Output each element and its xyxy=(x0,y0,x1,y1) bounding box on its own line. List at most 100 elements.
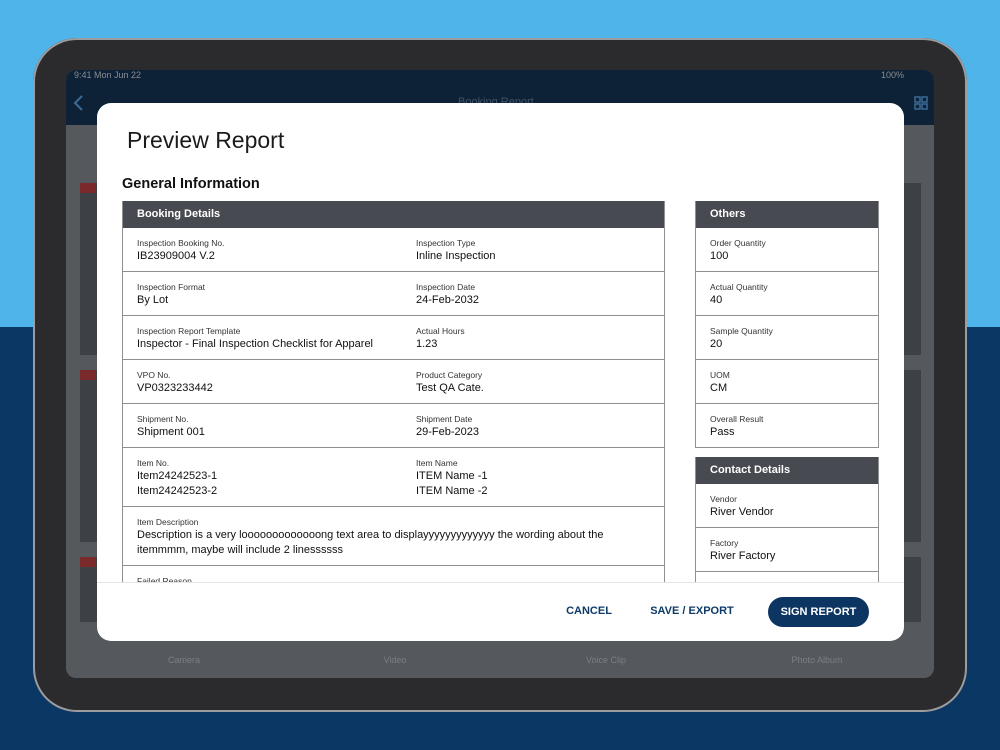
field-label: Product Category xyxy=(416,370,483,380)
detail-cell: Inspection Date 24-Feb-2032 xyxy=(416,272,681,308)
field-value: 20 xyxy=(710,338,723,350)
section-title: General Information xyxy=(122,176,260,192)
tab-label: Camera xyxy=(167,655,200,665)
field-value: 29-Feb-2023 xyxy=(416,426,479,438)
booking-details-panel: Booking Details Inspection Booking No. IB2… xyxy=(122,201,665,582)
detail-cell: Item No. Item24242523-1 Item24242523-2 xyxy=(137,448,402,499)
badge xyxy=(80,183,96,193)
field-label: Actual Quantity xyxy=(710,282,768,292)
status-battery: 100% xyxy=(881,70,905,80)
cancel-button[interactable]: CANCEL xyxy=(566,605,612,617)
detail-row xyxy=(696,572,878,582)
field-label: Shipment No. xyxy=(137,414,189,424)
detail-cell: Item Description Description is a very lo… xyxy=(137,507,649,558)
field-value: 100 xyxy=(710,250,729,262)
field-label: Failed Reason xyxy=(137,576,192,582)
scroll-area: Booking Details Inspection Booking No. IB2… xyxy=(122,201,882,582)
detail-cell: Item Name ITEM Name -1 ITEM Name -2 xyxy=(416,448,681,499)
tab-bar: Camera Video Voice Clip Photo Album xyxy=(66,640,934,678)
detail-cell: Inspection Format By Lot xyxy=(137,272,402,308)
detail-cell: Vendor River Vendor xyxy=(710,484,870,520)
detail-cell: Factory River Factory xyxy=(710,528,870,564)
field-value: River Factory xyxy=(710,550,776,562)
detail-cell: Inspection Type Inline Inspection xyxy=(416,228,681,264)
field-label: Item No. xyxy=(137,458,170,468)
detail-row: Item No. Item24242523-1 Item24242523-2 Item… xyxy=(123,448,664,507)
detail-row: Actual Quantity 40 xyxy=(696,272,878,316)
modal-title: Preview Report xyxy=(127,127,285,153)
field-label: Factory xyxy=(710,538,739,548)
preview-modal: Preview Report General Information Booki… xyxy=(97,103,904,641)
tab-label: Voice Clip xyxy=(585,655,627,665)
field-label: Item Description xyxy=(137,517,199,527)
detail-row: Failed Reason xyxy=(123,566,664,582)
panel-header: Contact Details xyxy=(696,457,878,484)
field-value: Inspector - Final Inspection Checklist f… xyxy=(137,338,374,350)
badge xyxy=(80,370,96,380)
footer-divider xyxy=(97,582,904,583)
detail-cell: Order Quantity 100 xyxy=(710,228,870,264)
detail-row: Shipment No. Shipment 001 Shipment Date 29-… xyxy=(123,404,664,448)
field-value: Pass xyxy=(710,426,735,438)
tab-label: Video xyxy=(383,655,407,665)
detail-row: Vendor River Vendor xyxy=(696,484,878,528)
field-value: ITEM Name -1 xyxy=(416,470,488,482)
field-value: CM xyxy=(710,382,728,394)
field-label: Item Name xyxy=(416,458,458,468)
field-value: Description is a very looooooooooooong t… xyxy=(137,529,604,556)
field-label: Inspection Type xyxy=(416,238,476,248)
badge xyxy=(80,557,96,567)
save-export-button[interactable]: SAVE / EXPORT xyxy=(650,605,734,617)
field-label: Vendor xyxy=(710,494,737,504)
detail-row: Sample Quantity 20 xyxy=(696,316,878,360)
detail-cell xyxy=(710,572,870,582)
detail-cell: Actual Hours 1.23 xyxy=(416,316,681,352)
detail-cell: UOM CM xyxy=(710,360,870,396)
others-panel: Others Order Quantity 100 Actual Quantity 40… xyxy=(695,201,879,448)
detail-row: UOM CM xyxy=(696,360,878,404)
status-time: 9:41 Mon Jun 22 xyxy=(74,70,142,80)
panel-header: Booking Details xyxy=(123,201,664,228)
field-label: Inspection Date xyxy=(416,282,476,292)
grid-icon xyxy=(914,96,928,110)
field-label: Inspection Report Template xyxy=(137,326,241,336)
sign-report-button[interactable]: SIGN REPORT xyxy=(768,597,869,627)
field-value: 40 xyxy=(710,294,723,306)
field-label: Inspection Booking No. xyxy=(137,238,225,248)
detail-row: Item Description Description is a very lo… xyxy=(123,507,664,566)
field-label: Inspection Format xyxy=(137,282,206,292)
field-value: 1.23 xyxy=(416,338,438,350)
field-value: VP0323233442 xyxy=(137,382,213,394)
field-label: VPO No. xyxy=(137,370,171,380)
panel-header: Others xyxy=(696,201,878,228)
detail-cell: Inspection Report Template Inspector - Fi… xyxy=(137,316,402,352)
detail-cell: Inspection Booking No. IB23909004 V.2 xyxy=(137,228,402,264)
detail-cell: Failed Reason xyxy=(137,566,649,582)
detail-cell: VPO No. VP0323233442 xyxy=(137,360,402,396)
field-value: IB23909004 V.2 xyxy=(137,250,215,262)
back-icon xyxy=(73,95,83,111)
field-value: Shipment 001 xyxy=(137,426,205,438)
field-label: Overall Result xyxy=(710,414,764,424)
field-value: By Lot xyxy=(137,294,169,306)
detail-row: Inspection Format By Lot Inspection Date 24… xyxy=(123,272,664,316)
detail-cell: Shipment Date 29-Feb-2023 xyxy=(416,404,681,440)
field-value: River Vendor xyxy=(710,506,774,518)
field-value: Test QA Cate. xyxy=(416,382,484,394)
field-label: UOM xyxy=(710,370,730,380)
detail-cell: Shipment No. Shipment 001 xyxy=(137,404,402,440)
field-label: Order Quantity xyxy=(710,238,766,248)
detail-cell: Sample Quantity 20 xyxy=(710,316,870,352)
detail-row: Overall Result Pass xyxy=(696,404,878,448)
detail-row: Inspection Booking No. IB23909004 V.2 Insp… xyxy=(123,228,664,272)
field-label: Actual Hours xyxy=(416,326,465,336)
detail-cell: Overall Result Pass xyxy=(710,404,870,440)
field-value: Item24242523-1 xyxy=(137,470,218,482)
field-value: Item24242523-2 xyxy=(137,485,218,497)
field-value: 24-Feb-2032 xyxy=(416,294,479,306)
field-value: Inline Inspection xyxy=(416,250,496,262)
detail-row: Inspection Report Template Inspector - Fi… xyxy=(123,316,664,360)
field-value: ITEM Name -2 xyxy=(416,485,488,497)
field-label: Shipment Date xyxy=(416,414,473,424)
